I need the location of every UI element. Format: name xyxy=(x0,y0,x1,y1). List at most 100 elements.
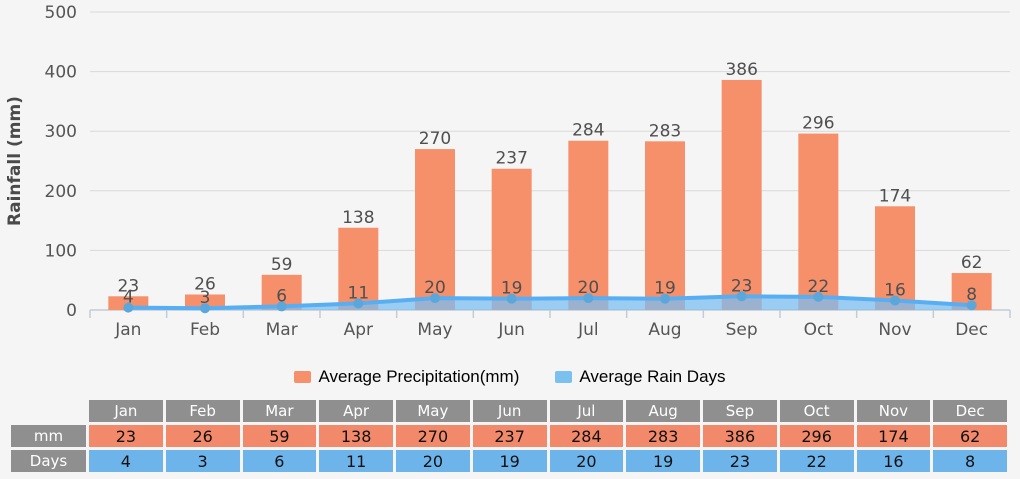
x-axis-label-sep: Sep xyxy=(726,320,758,340)
row-label-days: Days xyxy=(11,450,86,472)
precipitation-value-label: 283 xyxy=(649,121,681,141)
table-header-jun: Jun xyxy=(472,400,547,422)
table-header-mar: Mar xyxy=(242,400,317,422)
table-corner-cell xyxy=(11,400,86,422)
precipitation-value-label: 138 xyxy=(342,208,374,228)
table-header-sep: Sep xyxy=(703,400,777,422)
table-header-jul: Jul xyxy=(549,400,624,422)
precipitation-value-label: 59 xyxy=(271,255,293,275)
table-cell-mm-jan: 23 xyxy=(89,425,163,447)
x-axis-label-oct: Oct xyxy=(804,320,834,340)
rain-days-marker-jan xyxy=(123,302,134,313)
y-axis-title: Rainfall (mm) xyxy=(5,96,25,226)
rain-days-value-label: 4 xyxy=(123,288,134,308)
rain-days-marker-oct xyxy=(813,291,824,302)
table-row-days: Days 4 3 6 11 20 19 20 19 23 22 16 8 xyxy=(11,450,1007,472)
y-axis-tick-label: 500 xyxy=(45,3,77,23)
weather-data-table: Jan Feb Mar Apr May Jun Jul Aug Sep Oct Nov Dec mm 2… xyxy=(8,397,1010,475)
table-cell-mm-jun: 237 xyxy=(472,425,547,447)
bar-jul xyxy=(568,140,609,310)
table-header-dec: Dec xyxy=(933,400,1007,422)
row-label-mm: mm xyxy=(11,425,86,447)
rain-days-value-label: 16 xyxy=(884,280,906,300)
rain-days-line xyxy=(126,294,974,311)
table-cell-days-jan: 4 xyxy=(89,450,163,472)
table-header-jan: Jan xyxy=(89,400,163,422)
x-axis-label-apr: Apr xyxy=(344,320,373,340)
rain-days-value-label: 8 xyxy=(966,285,977,305)
chart-legend: Average Precipitation(mm) Average Rain D… xyxy=(0,365,1020,389)
rain-days-value-label: 23 xyxy=(731,276,753,296)
precipitation-value-label: 237 xyxy=(495,149,527,169)
table-cell-mm-apr: 138 xyxy=(319,425,393,447)
table-cell-days-feb: 3 xyxy=(165,450,240,472)
precipitation-value-label: 23 xyxy=(118,276,140,296)
precipitation-value-label: 174 xyxy=(879,186,911,206)
rain-days-marker-aug xyxy=(660,293,670,304)
bar-apr xyxy=(338,227,379,310)
rainfall-chart: 0 100 200 300 400 500 Jan Feb Mar Apr May Jun Jul Aug… xyxy=(5,3,1011,340)
rain-days-value-label: 20 xyxy=(424,278,446,298)
legend-item-precipitation[interactable]: Average Precipitation(mm) xyxy=(294,367,519,387)
legend-item-rain-days[interactable]: Average Rain Days xyxy=(555,367,726,387)
precipitation-value-label: 296 xyxy=(802,114,834,134)
table-cell-days-apr: 11 xyxy=(319,450,393,472)
table-cell-days-mar: 6 xyxy=(242,450,317,472)
rain-days-area xyxy=(128,296,972,310)
table-header-feb: Feb xyxy=(165,400,240,422)
x-axis-label-mar: Mar xyxy=(266,320,298,340)
rain-days-value-label: 20 xyxy=(578,278,600,298)
rain-days-marker-dec xyxy=(966,300,977,311)
table-cell-days-oct: 22 xyxy=(779,450,854,472)
bar-may xyxy=(415,149,455,310)
x-axis-label-may: May xyxy=(417,320,452,340)
x-axis-label-feb: Feb xyxy=(190,320,220,340)
table-cell-mm-jul: 284 xyxy=(549,425,624,447)
rain-days-marker-jun xyxy=(506,293,517,304)
rain-days-marker-apr xyxy=(353,298,364,309)
table-header-may: May xyxy=(396,400,470,422)
legend-label-precipitation: Average Precipitation(mm) xyxy=(318,367,520,386)
rain-days-marker-may xyxy=(430,293,440,304)
table-cell-days-may: 20 xyxy=(396,450,470,472)
rain-days-marker-sep xyxy=(736,291,747,302)
bar-jun xyxy=(491,168,532,310)
y-axis-tick-label: 300 xyxy=(45,122,77,142)
rain-days-value-label: 6 xyxy=(276,286,287,306)
rain-days-marker-jul xyxy=(583,293,594,304)
rain-days-value-label: 19 xyxy=(501,279,523,299)
table-header-nov: Nov xyxy=(856,400,931,422)
table-cell-days-sep: 23 xyxy=(703,450,777,472)
table-cell-mm-oct: 296 xyxy=(779,425,854,447)
x-axis-label-jun: Jun xyxy=(497,320,525,340)
table-cell-mm-feb: 26 xyxy=(165,425,240,447)
x-axis-label-jul: Jul xyxy=(577,320,599,340)
table-header-aug: Aug xyxy=(626,400,700,422)
y-axis-tick-label: 100 xyxy=(45,241,77,261)
table-header-oct: Oct xyxy=(779,400,854,422)
table-row-mm: mm 23 26 59 138 270 237 284 283 386 296 174 62 xyxy=(11,425,1007,447)
rain-days-value-label: 19 xyxy=(654,279,676,299)
table-cell-days-dec: 8 xyxy=(933,450,1007,472)
table-cell-days-jul: 20 xyxy=(549,450,624,472)
bar-oct xyxy=(798,133,839,310)
precipitation-value-label: 26 xyxy=(194,275,216,295)
x-axis-label-aug: Aug xyxy=(648,320,681,340)
table-cell-days-jun: 19 xyxy=(472,450,547,472)
precipitation-value-label: 386 xyxy=(725,60,757,80)
precipitation-value-label: 62 xyxy=(961,253,983,273)
rain-days-value-label: 22 xyxy=(808,277,830,297)
precipitation-value-label: 270 xyxy=(419,129,451,149)
table-cell-mm-may: 270 xyxy=(396,425,470,447)
rain-days-value-label: 3 xyxy=(200,288,211,308)
table-cell-mm-sep: 386 xyxy=(703,425,777,447)
bar-aug xyxy=(645,141,685,310)
bar-nov xyxy=(875,206,915,310)
table-cell-mm-nov: 174 xyxy=(856,425,931,447)
y-axis-tick-label: 400 xyxy=(45,63,77,83)
rain-days-marker-mar xyxy=(276,301,287,312)
precipitation-swatch-icon xyxy=(294,371,312,383)
rain-days-swatch-icon xyxy=(555,371,573,383)
table-cell-mm-mar: 59 xyxy=(242,425,317,447)
